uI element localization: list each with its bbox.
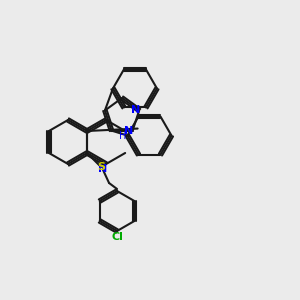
Text: N: N [130, 105, 140, 116]
Text: H: H [119, 130, 126, 141]
Text: N: N [124, 126, 133, 136]
Text: N: N [98, 164, 108, 174]
Text: Cl: Cl [111, 232, 123, 242]
Text: S: S [97, 162, 105, 172]
